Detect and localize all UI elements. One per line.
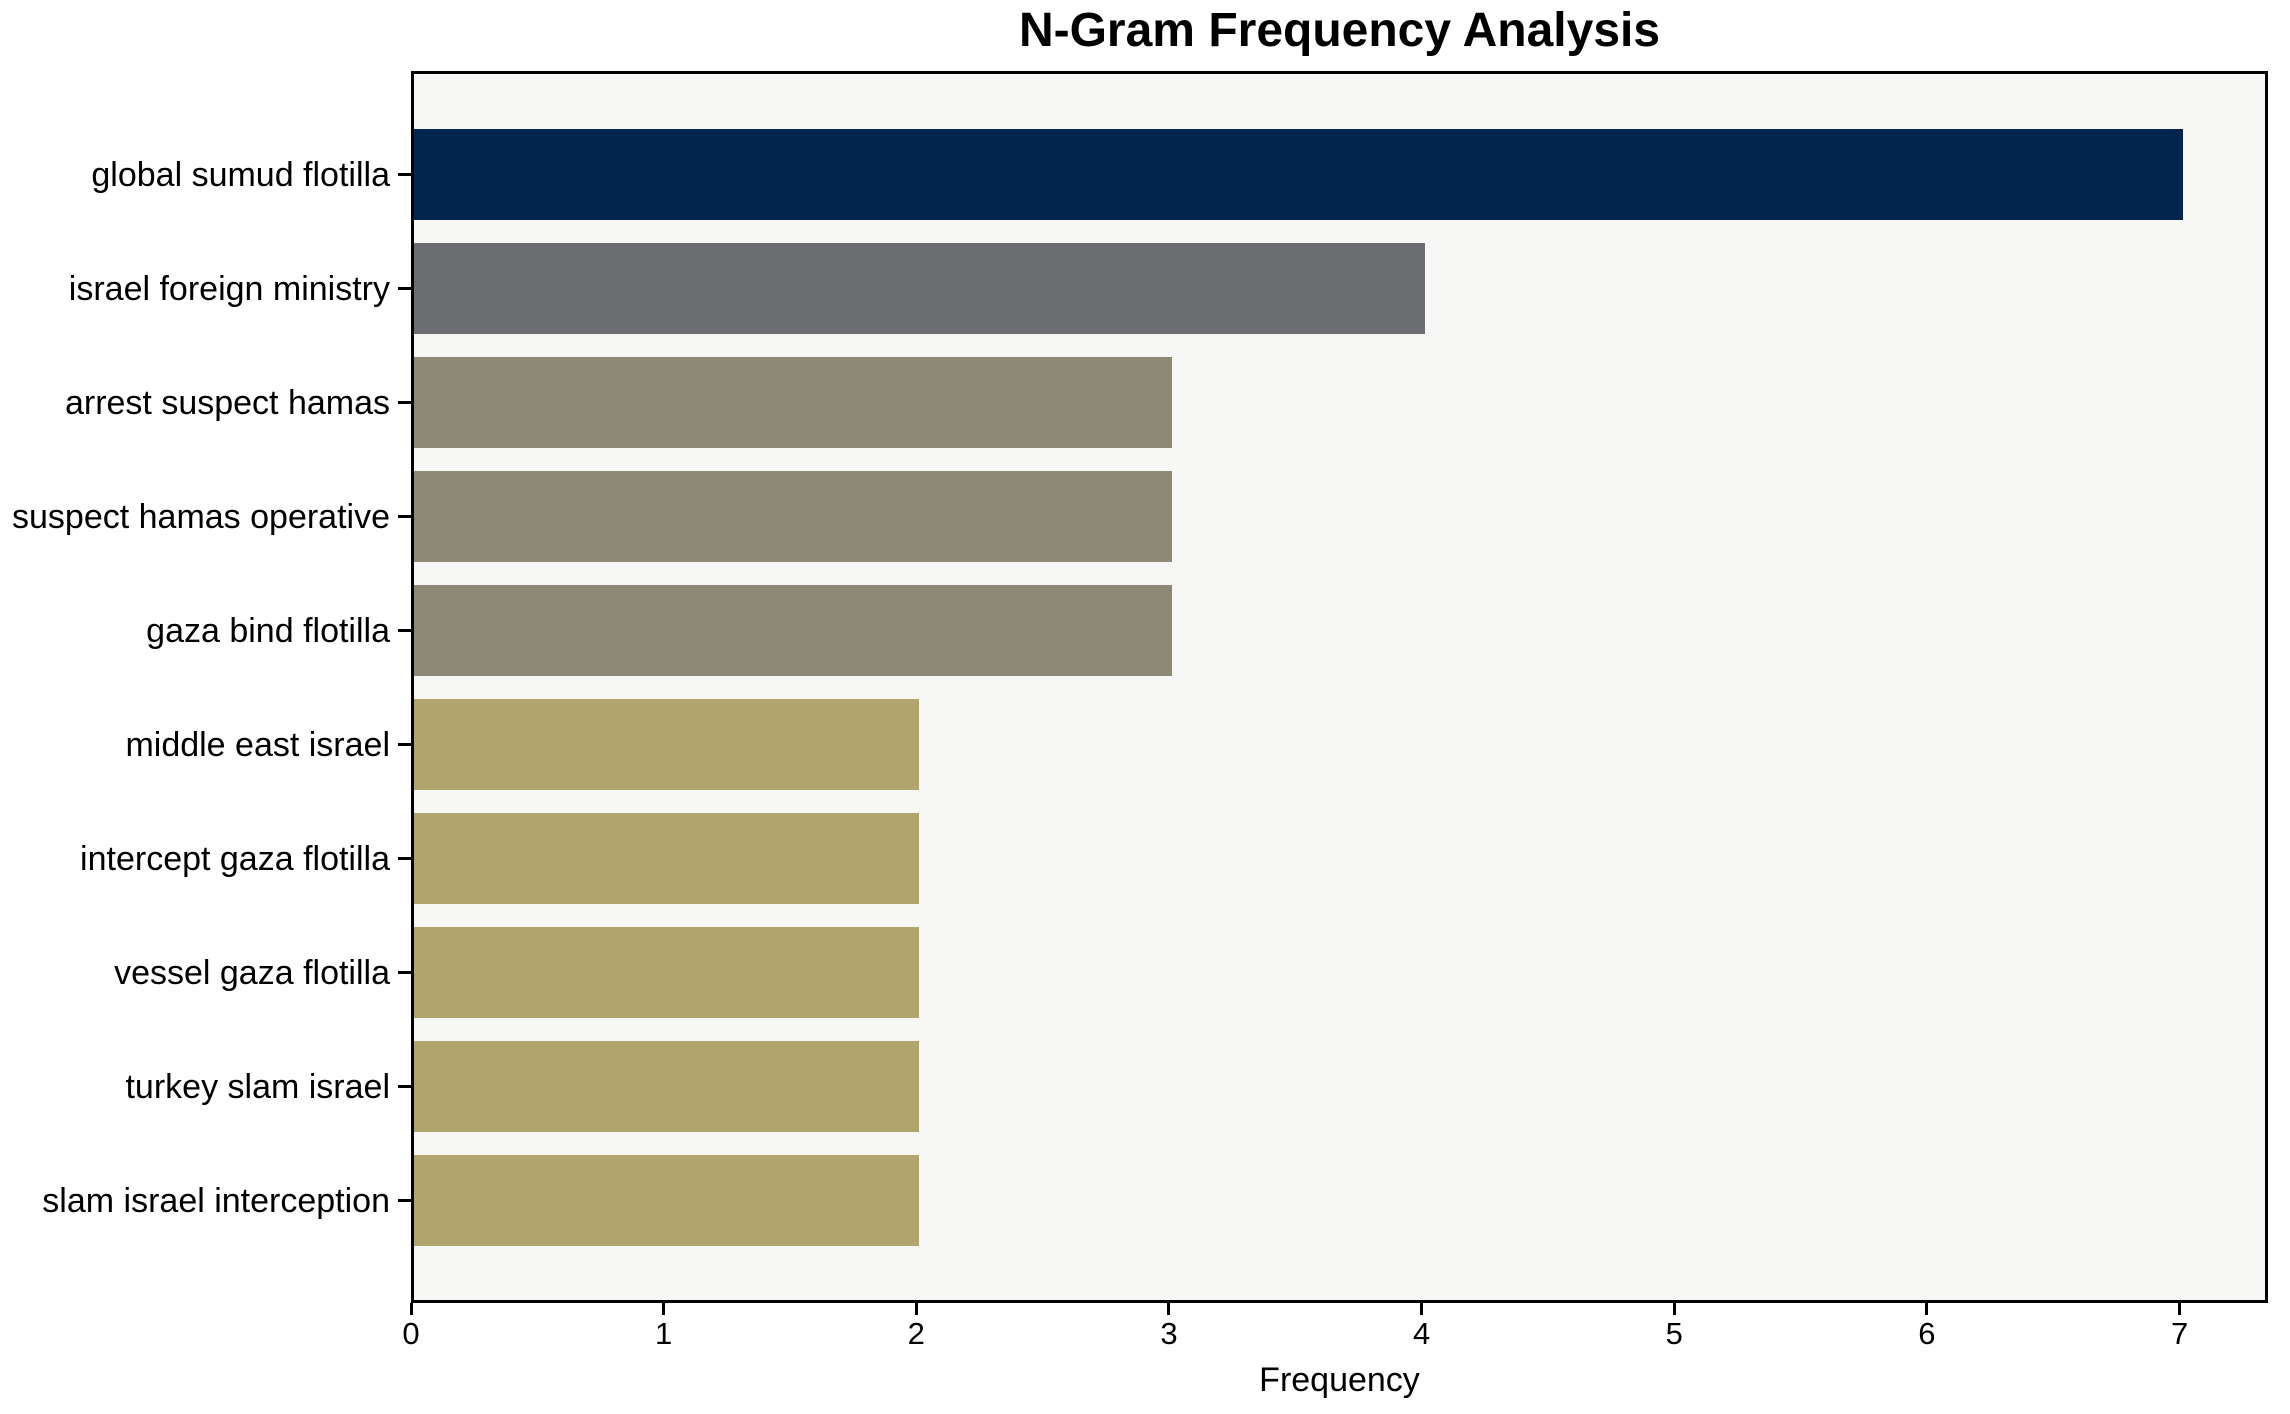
y-tick-label: slam israel interception [42,1181,390,1220]
bar [414,585,1172,676]
y-tick-mark [398,857,411,860]
bar [414,699,919,790]
bar [414,813,919,904]
plot-area [411,71,2268,1303]
bar [414,471,1172,562]
y-tick-label: gaza bind flotilla [146,611,390,650]
y-tick-mark [398,401,411,404]
x-tick-label: 7 [2170,1316,2189,1351]
y-tick-label: middle east israel [125,725,390,764]
x-tick-label: 3 [1160,1316,1178,1351]
y-tick-label: arrest suspect hamas [64,383,390,422]
y-tick-mark [398,629,411,632]
y-tick-mark [398,515,411,518]
bar [414,1041,919,1132]
bar [414,927,919,1018]
y-tick-mark [398,173,411,176]
y-tick-label: suspect hamas operative [12,497,390,536]
x-tick-mark [1672,1303,1676,1315]
y-tick-label: vessel gaza flotilla [114,953,390,992]
x-tick-mark [409,1303,413,1315]
x-tick-mark [1420,1303,1424,1315]
x-tick-label: 2 [907,1316,925,1351]
y-tick-mark [398,287,411,290]
x-tick-label: 6 [1918,1316,1936,1351]
x-tick-mark [662,1303,666,1315]
bar [414,1155,919,1246]
x-tick-label: 1 [655,1316,673,1351]
x-tick-label: 4 [1412,1316,1431,1351]
y-tick-mark [398,971,411,974]
y-tick-label: israel foreign ministry [68,269,390,308]
chart-title: N-Gram Frequency Analysis [1018,4,1661,57]
y-tick-label: turkey slam israel [125,1067,390,1106]
bar [414,357,1172,448]
y-tick-mark [398,743,411,746]
y-tick-label: intercept gaza flotilla [80,839,390,878]
x-tick-mark [2178,1303,2182,1315]
x-tick-mark [1167,1303,1171,1315]
bar [414,243,1425,334]
x-tick-label: 0 [402,1316,420,1351]
bar [414,129,2183,220]
x-tick-label: 5 [1665,1316,1683,1351]
x-tick-mark [914,1303,918,1315]
x-tick-mark [1925,1303,1929,1315]
y-tick-mark [398,1085,411,1088]
y-tick-label: global sumud flotilla [91,155,390,194]
y-tick-mark [398,1199,411,1202]
x-axis-label: Frequency [1259,1361,1420,1399]
